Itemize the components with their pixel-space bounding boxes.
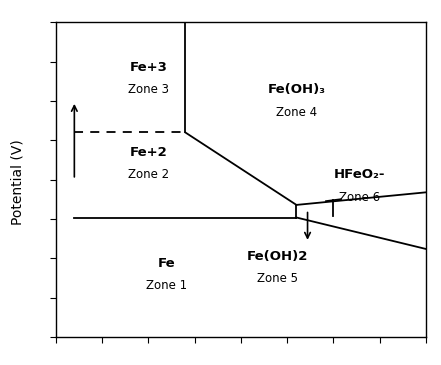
Text: Zone 6: Zone 6 (339, 191, 380, 204)
Text: Zone 2: Zone 2 (128, 169, 169, 181)
Text: Zone 5: Zone 5 (258, 272, 299, 285)
Text: Fe(OH)₃: Fe(OH)₃ (267, 84, 325, 96)
Text: HFeO₂-: HFeO₂- (334, 169, 385, 181)
Text: Fe+3: Fe+3 (130, 61, 167, 74)
Text: Zone 1: Zone 1 (146, 279, 187, 292)
Text: Fe: Fe (158, 257, 176, 270)
Text: Zone 3: Zone 3 (128, 84, 169, 96)
Text: Zone 4: Zone 4 (276, 105, 317, 119)
Text: Fe(OH)2: Fe(OH)2 (247, 250, 309, 264)
Text: Fe+2: Fe+2 (130, 146, 167, 160)
Text: Potential (V): Potential (V) (11, 140, 25, 225)
